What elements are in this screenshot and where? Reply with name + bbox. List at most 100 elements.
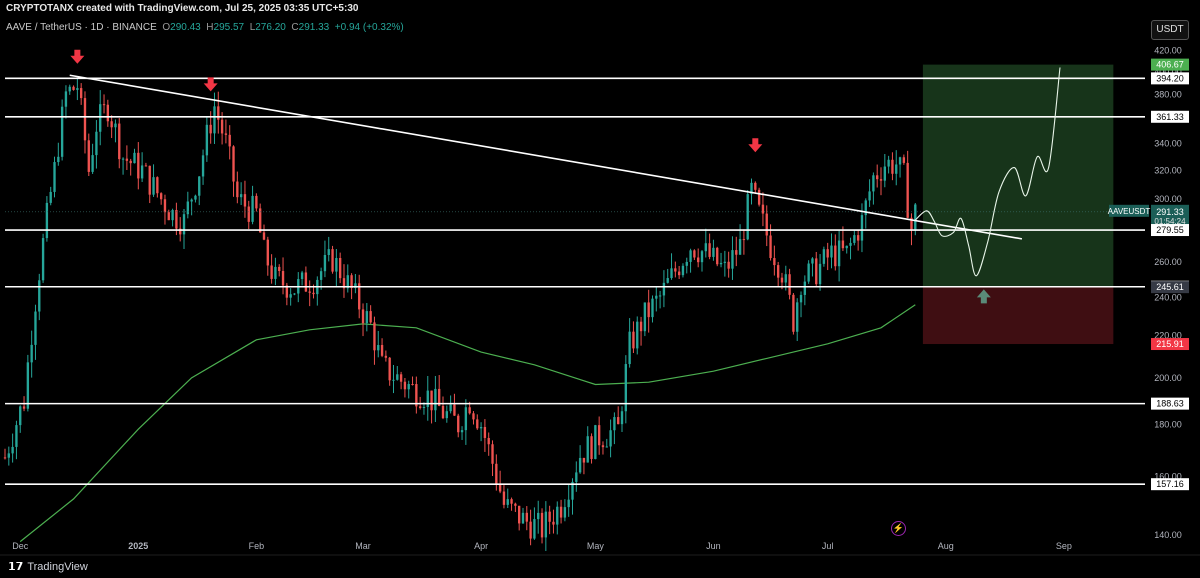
candle-body	[658, 295, 662, 297]
candle-body	[837, 240, 841, 267]
symbol-legend[interactable]: AAVE / TetherUS · 1D · BINANCE O290.43 H…	[6, 22, 404, 33]
candle-body	[274, 266, 277, 279]
candle-body	[102, 104, 106, 106]
candle-body	[697, 257, 700, 263]
candle-body	[841, 240, 845, 249]
y-tick-label: 220.00	[1154, 331, 1182, 341]
candle-body	[293, 293, 296, 295]
x-tick-label: Jun	[706, 541, 721, 551]
candle-body	[384, 355, 388, 358]
candle-body	[468, 407, 471, 414]
price-tag	[1151, 478, 1189, 491]
candle-body	[205, 124, 209, 156]
candle-body	[64, 91, 68, 107]
y-tick-label: 300.00	[1154, 194, 1182, 204]
candle-body	[731, 250, 734, 269]
stop-zone	[922, 287, 1114, 345]
candle-body	[457, 415, 460, 433]
trendline	[69, 74, 1023, 240]
candle-body	[358, 283, 361, 310]
price-tag	[1151, 110, 1189, 123]
pair-label: AAVE / TetherUS · 1D · BINANCE	[6, 22, 157, 33]
candle-body	[704, 243, 707, 252]
plot-area	[3, 49, 1146, 552]
time-axis[interactable]: Dec 2025 Feb Mar Apr May Jun Jul Aug Sep	[0, 541, 1200, 556]
candle-body	[586, 436, 589, 463]
candle-body	[628, 331, 631, 365]
candle-body	[201, 155, 205, 177]
candle-body	[502, 491, 506, 505]
candle-body	[68, 86, 71, 92]
candle-body	[129, 160, 132, 164]
candle-body	[319, 271, 323, 280]
candle-body	[41, 238, 45, 281]
lightning-icon[interactable]: ⚡	[891, 521, 906, 536]
candle-body	[776, 265, 780, 278]
candle-body	[472, 413, 475, 420]
countdown-label: 01:54:24	[1154, 217, 1186, 226]
price-tag-label: 279.55	[1156, 225, 1184, 235]
candle-body	[845, 245, 848, 249]
candle-body	[190, 199, 193, 202]
tradingview-logo[interactable]: 𝟭𝟳 TradingView	[8, 560, 88, 573]
candle-body	[251, 195, 254, 222]
candle-body	[361, 309, 365, 324]
candle-body	[533, 519, 536, 539]
moving-average-line	[19, 304, 916, 543]
candle-body	[773, 258, 776, 266]
candle-body	[175, 210, 178, 229]
price-tag	[1151, 58, 1189, 71]
candle-body	[681, 265, 685, 276]
candle-body	[689, 250, 692, 262]
candle-body	[582, 457, 586, 463]
x-tick-label: Apr	[474, 541, 488, 551]
price-tag	[1151, 338, 1189, 351]
currency-button[interactable]: USDT	[1151, 20, 1189, 40]
candle-body	[15, 425, 18, 447]
candle-body	[239, 194, 243, 198]
x-tick-label: Feb	[249, 541, 265, 551]
candle-body	[365, 311, 369, 324]
x-tick-label: Mar	[355, 541, 371, 551]
candle-body	[125, 158, 129, 161]
candle-body	[373, 322, 376, 351]
candle-body	[377, 345, 380, 351]
close-value: 291.33	[298, 22, 330, 33]
candle-body	[540, 512, 544, 538]
price-tag	[1151, 281, 1189, 294]
candle-body	[399, 374, 403, 382]
candle-body	[278, 266, 281, 272]
candle-body	[742, 239, 746, 241]
candle-body	[236, 181, 239, 198]
up-arrow-icon	[976, 289, 991, 304]
symbol-tag-label: AAVEUSDT	[1108, 207, 1151, 216]
candle-body	[79, 88, 83, 99]
y-tick-label: 380.00	[1154, 90, 1182, 100]
candle-body	[590, 436, 593, 459]
candle-body	[723, 261, 727, 263]
brand-label: TradingView	[27, 561, 88, 573]
candle-body	[83, 98, 87, 141]
candle-body	[796, 302, 799, 332]
candle-body	[220, 119, 224, 134]
x-tick-label: 2025	[128, 541, 148, 551]
price-axis[interactable]: 140.00 160.00 180.00 200.00 220.00 240.00 260.…	[1108, 0, 1200, 578]
candle-body	[53, 162, 56, 192]
candle-body	[666, 278, 669, 283]
candle-body	[403, 381, 407, 390]
candle-body	[754, 182, 757, 190]
candle-body	[620, 411, 624, 425]
price-tag-label: 215.91	[1156, 339, 1184, 349]
low-label: L	[249, 22, 256, 33]
candle-body	[350, 275, 353, 289]
candle-body	[914, 204, 917, 231]
candle-body	[651, 298, 654, 318]
candle-body	[792, 294, 795, 332]
candle-body	[232, 146, 235, 182]
candle-body	[510, 499, 513, 504]
candle-body	[594, 425, 597, 459]
candle-body	[159, 193, 163, 200]
candle-body	[708, 243, 711, 257]
candle-body	[735, 250, 738, 255]
